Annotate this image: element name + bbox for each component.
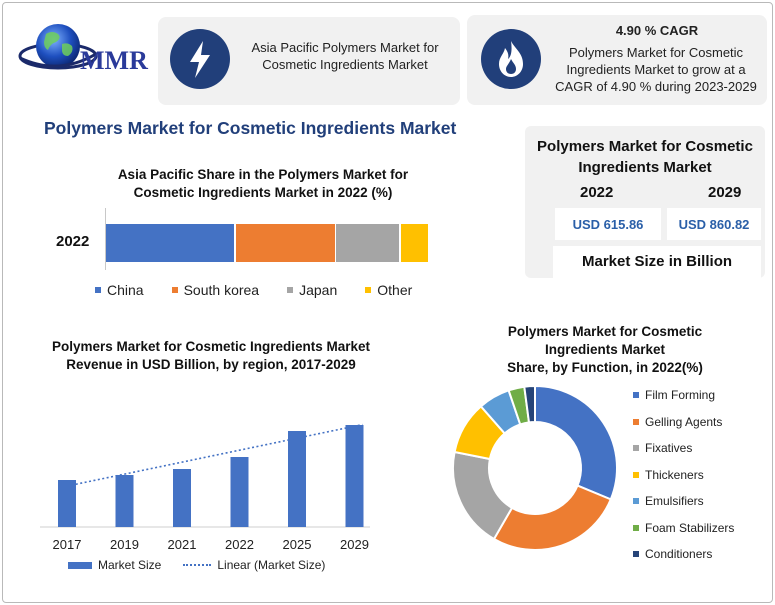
donut-legend: Film Forming Gelling Agents Fixatives Thick… (633, 382, 734, 568)
globe-icon (18, 24, 98, 70)
legend-swatch-other (365, 287, 372, 293)
legend-label-trendline: Linear (Market Size) (217, 558, 326, 572)
stacked-bar-title: Asia Pacific Share in the Polymers Marke… (117, 167, 409, 200)
stacked-bar-segment-china (106, 224, 235, 262)
header-card-region-text: Asia Pacific Polymers Market for Cosmeti… (251, 40, 439, 72)
legend-swatch-japan (287, 287, 294, 293)
legend-item-china: China (95, 282, 144, 298)
donut-legend-label-thickeners: Thickeners (645, 467, 704, 482)
stacked-bar-segment-japan (336, 224, 400, 262)
donut-title-line-2: Ingredients Market (544, 342, 666, 357)
donut-legend-item-foam-stabilizers: Foam Stabilizers (633, 515, 734, 542)
revenue-bar-2019 (115, 475, 134, 527)
revenue-bar-2029 (345, 425, 364, 527)
donut-legend-item-conditioners: Conditioners (633, 541, 734, 568)
year-2029-label: 2029 (708, 184, 742, 201)
donut-legend-item-fixatives: Fixatives (633, 435, 734, 462)
revenue-bar-2021 (173, 469, 191, 527)
legend-label-china: China (107, 282, 144, 298)
value-2029: USD 860.82 (667, 208, 761, 240)
cagr-title: 4.90 % CAGR (615, 23, 699, 38)
revenue-bar-2017 (58, 480, 76, 527)
donut-legend-item-film-forming: Film Forming (633, 382, 734, 409)
stacked-bar-axis (105, 208, 106, 270)
legend-swatch-china (95, 287, 101, 293)
donut-legend-label-gelling-agents: Gelling Agents (645, 414, 723, 429)
revenue-tick-label-2017: 2017 (53, 537, 82, 552)
donut-legend-label-foam-stabilizers: Foam Stabilizers (645, 520, 735, 535)
revenue-legend: Market Size Linear (Market Size) (68, 558, 325, 572)
page-title: Polymers Market for Cosmetic Ingredients… (44, 118, 457, 138)
market-size-title: Polymers Market for Cosmetic Ingredients… (537, 138, 753, 176)
legend-swatch-trendline (183, 564, 212, 566)
lightning-bolt-icon (170, 29, 230, 89)
donut-slice-film-forming (534, 384, 618, 501)
logo-text: MMR (80, 46, 148, 75)
donut-chart (452, 384, 618, 551)
legend-label-south-korea: South korea (183, 282, 260, 298)
revenue-tick-label-2029: 2029 (340, 537, 369, 552)
revenue-tick-label-2025: 2025 (283, 537, 312, 552)
stacked-bar-legend: China South korea Japan Other (95, 282, 440, 298)
header-card-region: Asia Pacific Polymers Market for Cosmeti… (158, 17, 460, 105)
revenue-trendline (66, 423, 363, 487)
donut-legend-item-emulsifiers: Emulsifiers (633, 488, 734, 515)
year-2022-label: 2022 (580, 184, 614, 201)
donut-legend-swatch-foam-stabilizers (633, 524, 639, 531)
revenue-tick-label-2021: 2021 (168, 537, 197, 552)
donut-legend-swatch-gelling-agents (633, 418, 639, 425)
header-card-cagr: 4.90 % CAGR Polymers Market for Cosmetic… (467, 15, 767, 105)
donut-legend-swatch-conditioners (633, 551, 639, 558)
legend-label-market-size: Market Size (98, 558, 162, 572)
stacked-bar-segment-south-korea (235, 224, 335, 262)
legend-label-other: Other (377, 282, 413, 298)
cagr-text: Polymers Market for Cosmetic Ingredients… (555, 45, 757, 94)
donut-legend-item-gelling-agents: Gelling Agents (633, 409, 734, 436)
stacked-bar-segment-other (400, 224, 429, 262)
donut-title-line-3: Share, by Function, in 2022(%) (507, 360, 703, 375)
legend-label-japan: Japan (299, 282, 338, 298)
donut-legend-swatch-thickeners (633, 471, 639, 478)
mmr-logo: MMR (18, 20, 168, 82)
donut-legend-label-fixatives: Fixatives (645, 441, 693, 456)
legend-swatch-market-size (68, 561, 92, 569)
donut-title-line-1: Polymers Market for Cosmetic (507, 324, 703, 339)
donut-slice-gelling-agents (492, 484, 613, 551)
legend-swatch-south-korea (171, 287, 178, 293)
donut-legend-swatch-film-forming (633, 392, 639, 399)
flame-icon (481, 29, 541, 89)
donut-legend-swatch-fixatives (633, 445, 639, 452)
revenue-bar-chart: 2017 2019 2021 2022 2025 2029 (40, 423, 370, 552)
donut-slice-conditioners (523, 384, 536, 424)
revenue-tick-label-2022: 2022 (225, 537, 254, 552)
legend-item-other: Other (365, 282, 412, 298)
legend-item-south-korea: South korea (171, 282, 260, 298)
revenue-tick-label-2019: 2019 (110, 537, 139, 552)
donut-legend-swatch-emulsifiers (633, 498, 639, 505)
donut-legend-label-conditioners: Conditioners (645, 547, 713, 562)
revenue-bar-2025 (288, 431, 306, 527)
legend-item-japan: Japan (287, 282, 337, 298)
revenue-bar-2022 (230, 457, 249, 527)
donut-legend-label-emulsifiers: Emulsifiers (645, 494, 704, 509)
value-2022: USD 615.86 (555, 208, 661, 240)
revenue-chart-title: Polymers Market for Cosmetic Ingredients… (51, 339, 371, 372)
market-size-unit: Market Size in Billion (553, 246, 761, 278)
donut-legend-label-film-forming: Film Forming (645, 388, 716, 403)
donut-chart-title: Polymers Market for Cosmetic Ingredients… (480, 323, 730, 377)
market-size-card: Polymers Market for Cosmetic Ingredients… (525, 126, 765, 278)
donut-legend-item-thickeners: Thickeners (633, 462, 734, 489)
stacked-bar-category-label: 2022 (56, 233, 90, 250)
